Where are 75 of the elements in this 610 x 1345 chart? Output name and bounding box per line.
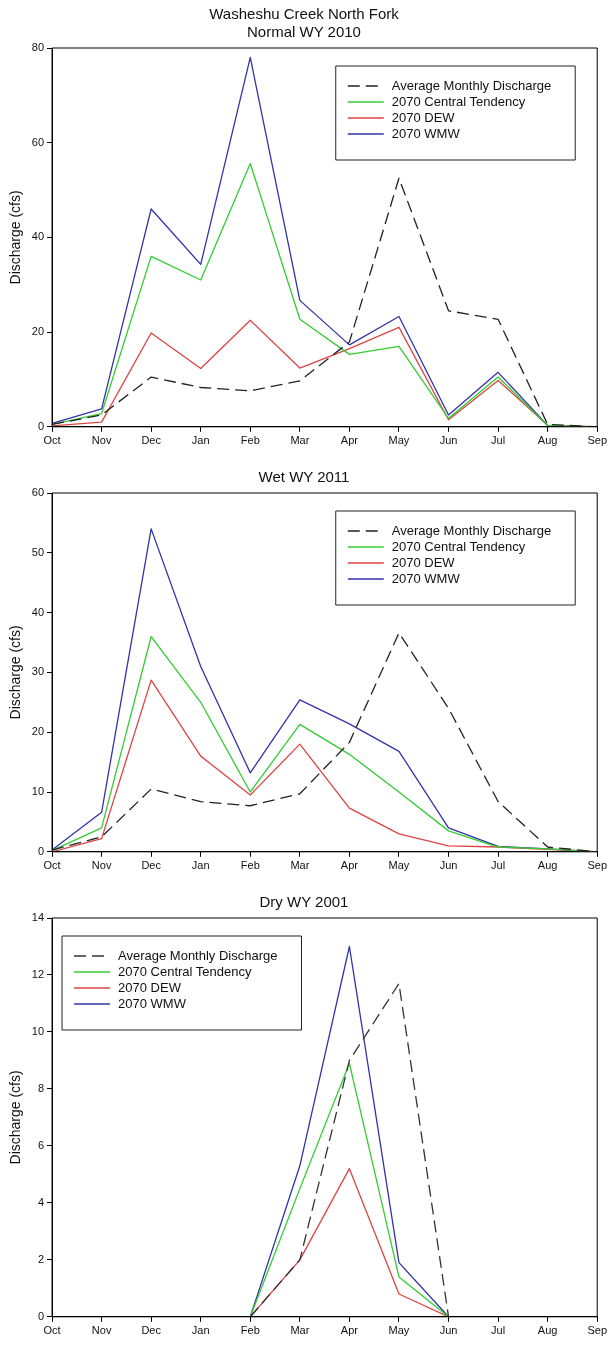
x-tick-label: Apr [340,859,359,872]
y-tick-label: 4 [37,1195,45,1208]
x-tick-label: Jan [191,859,210,872]
x-tick-label: Sep [587,1324,607,1337]
x-tick-label: Jan [191,1324,210,1337]
x-tick-label: Aug [537,434,558,447]
x-tick-label: Sep [587,434,607,447]
y-axis-title: Discharge (cfs) [7,1070,24,1165]
y-tick-label: 60 [31,135,45,148]
legend-label: Average Monthly Discharge [118,947,278,963]
chart-subtitle: Normal WY 2010 [247,23,361,41]
x-tick-label: Jul [491,434,506,447]
legend-label: 2070 DEW [391,109,456,125]
legend-label: 2070 Central Tendency [118,963,252,979]
x-tick-label: Dec [141,859,162,872]
y-tick-label: 50 [31,545,45,558]
x-tick-label: Jan [191,434,210,447]
x-tick-label: Jun [439,1324,458,1337]
x-tick-label: Jun [439,434,458,447]
x-tick-label: Nov [91,859,112,872]
y-tick-label: 80 [31,41,45,54]
x-tick-label: Aug [537,1324,558,1337]
y-tick-label: 0 [37,419,45,432]
legend-label: 2070 Central Tendency [391,93,526,109]
x-tick-label: Mar [290,434,310,447]
legend-label: 2070 Central Tendency [391,538,526,554]
x-tick-label: Feb [240,1324,260,1337]
x-tick-label: Dec [141,1324,162,1337]
x-tick-label: Jul [491,859,506,872]
legend-label: 2070 DEW [391,554,456,570]
x-tick-label: Oct [43,859,61,872]
y-tick-label: 40 [31,605,45,618]
x-tick-label: Sep [587,859,607,872]
y-axis-title: Discharge (cfs) [7,190,24,285]
legend-label: 2070 WMW [118,995,187,1011]
legend-label: 2070 WMW [391,570,461,586]
x-tick-label: Nov [91,434,112,447]
y-tick-label: 6 [37,1138,45,1151]
legend-label: Average Monthly Discharge [391,522,552,538]
x-tick-label: May [388,859,410,872]
y-tick-label: 30 [31,665,45,678]
y-axis-title: Discharge (cfs) [7,625,24,720]
legend-label: 2070 DEW [118,979,182,995]
x-tick-label: Dec [141,434,162,447]
y-tick-label: 10 [31,785,45,798]
x-tick-label: Jun [439,859,458,872]
y-tick-label: 0 [37,1309,45,1322]
x-tick-label: May [388,434,410,447]
y-tick-label: 40 [31,230,45,243]
x-tick-label: Oct [43,434,61,447]
x-tick-label: Feb [240,859,260,872]
x-tick-label: Jul [491,1324,506,1337]
x-tick-label: Nov [91,1324,112,1337]
chart-title: Washeshu Creek North Fork [209,5,400,23]
chart-title: Dry WY 2001 [259,893,349,911]
x-tick-label: Apr [340,434,359,447]
x-tick-label: Oct [43,1324,61,1337]
x-tick-label: Mar [290,859,310,872]
y-tick-label: 14 [31,911,45,924]
y-tick-label: 0 [37,844,45,857]
x-tick-label: Feb [240,434,260,447]
legend-label: 2070 WMW [391,125,461,141]
y-tick-label: 10 [31,1024,45,1037]
y-tick-label: 12 [31,968,45,980]
legend-label: Average Monthly Discharge [391,77,552,93]
x-tick-label: May [388,1324,410,1337]
y-tick-label: 2 [37,1252,45,1265]
chart-title: Wet WY 2011 [258,468,350,486]
x-tick-label: Aug [537,859,558,872]
x-tick-label: Apr [340,1324,359,1337]
y-tick-label: 60 [31,486,45,499]
x-tick-label: Mar [290,1324,310,1337]
y-tick-label: 20 [31,725,45,738]
y-tick-label: 20 [31,325,45,338]
y-tick-label: 8 [37,1081,45,1094]
